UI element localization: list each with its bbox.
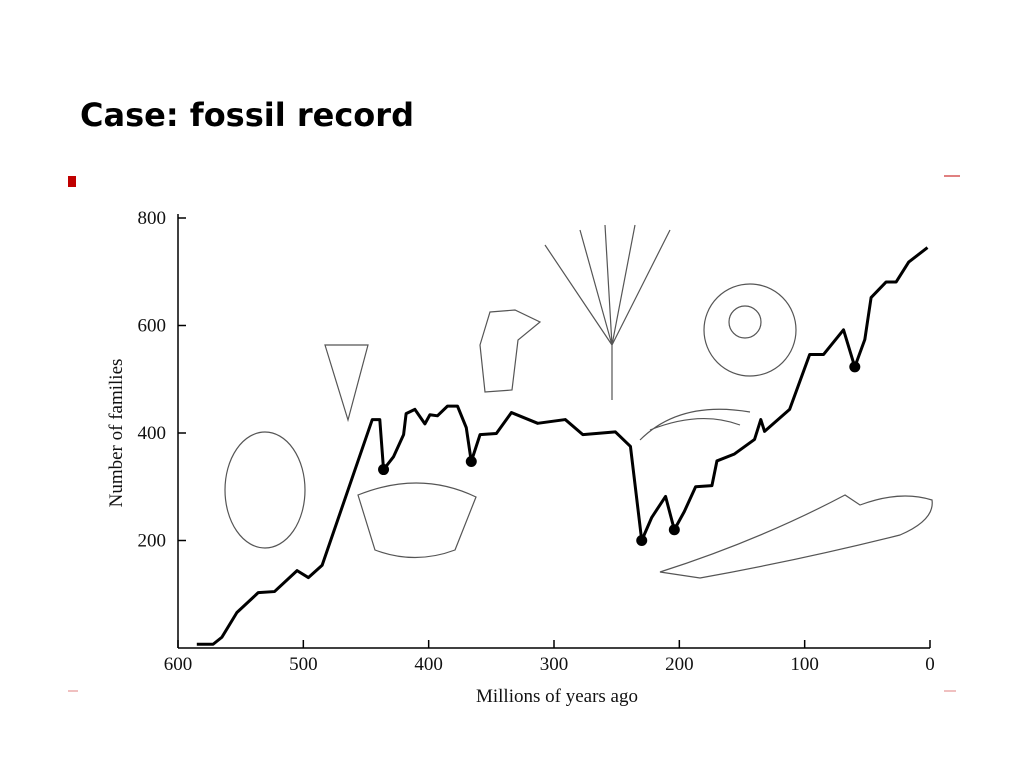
extinction-marker [636, 535, 648, 546]
coral-drawing [479, 309, 542, 393]
y-tick-label: 600 [138, 316, 167, 337]
x-tick-label: 100 [790, 654, 819, 675]
y-axis-label: Number of families [106, 359, 127, 508]
bullet [68, 176, 76, 187]
trilobite-drawing [224, 431, 306, 549]
extinction-marker [378, 464, 390, 476]
fossil-illustrations [224, 224, 933, 579]
y-tick-label: 400 [138, 423, 167, 444]
ammonite-drawing [703, 283, 797, 377]
x-tick-label: 200 [665, 654, 694, 675]
brachiopod-drawing [357, 482, 477, 559]
fern-drawing [639, 408, 751, 441]
crinoid-drawing [544, 224, 671, 400]
slide-title: Case: fossil record [80, 96, 414, 134]
y-tick-label: 200 [138, 531, 167, 552]
extinction-marker [849, 361, 861, 373]
data-line [196, 246, 929, 646]
y-tick-label: 800 [138, 208, 167, 229]
ammonite-drawing [728, 305, 762, 339]
x-axis-label: Millions of years ago [476, 686, 638, 707]
extinction-marker [668, 524, 680, 536]
x-tick-label: 400 [414, 654, 443, 675]
x-tick-label: 600 [164, 654, 193, 675]
x-tick-label: 500 [289, 654, 318, 675]
x-tick-label: 0 [925, 654, 935, 675]
extinction-marker [465, 455, 477, 467]
cone-fossil-drawing [324, 344, 369, 423]
shark-drawing [659, 494, 933, 579]
x-tick-label: 300 [540, 654, 569, 675]
